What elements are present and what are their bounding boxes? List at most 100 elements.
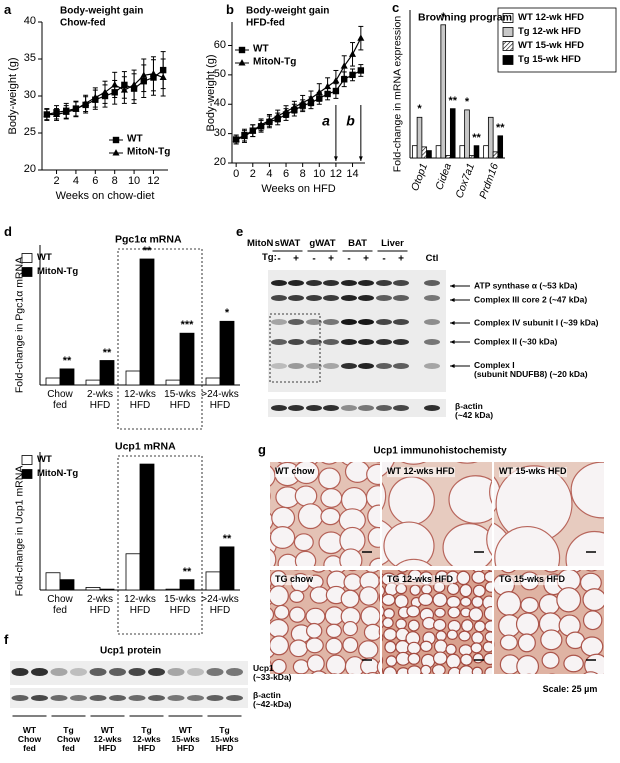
- legend-label: MitoN-Tg: [37, 467, 79, 479]
- adipocyte: [321, 462, 338, 465]
- lane-sign: +: [398, 253, 404, 265]
- adipocyte: [292, 659, 310, 674]
- bar: [59, 368, 75, 386]
- significance: ***: [180, 319, 194, 332]
- histology-tile: [382, 410, 553, 566]
- y-tick-label: 40: [23, 15, 36, 28]
- adipocyte: [471, 631, 484, 645]
- x-tick-label: 4: [266, 168, 273, 181]
- adipocyte: [270, 526, 296, 549]
- marker: [82, 99, 90, 106]
- y-tick-label: 20: [23, 163, 36, 176]
- adipocyte: [366, 671, 379, 674]
- lane-label: Tg 15-wks HFD: [210, 725, 239, 754]
- adipocyte: [459, 583, 473, 598]
- significance: **: [142, 245, 152, 258]
- x-tick-label: 10: [313, 168, 326, 181]
- band: [11, 695, 29, 701]
- tissue-label: BAT: [348, 237, 367, 249]
- histology-title: Ucp1 immunohistochemisty: [373, 445, 507, 457]
- adipocyte: [293, 533, 314, 552]
- adipocyte: [434, 607, 446, 618]
- marker: [299, 98, 307, 106]
- bar: [165, 379, 181, 386]
- adipocyte: [330, 673, 338, 674]
- adipocyte: [419, 640, 433, 653]
- adipocyte: [607, 594, 620, 612]
- band: [31, 668, 48, 676]
- significance: **: [495, 121, 505, 134]
- x-tick-label: 6: [92, 175, 99, 188]
- adipocyte: [294, 550, 317, 566]
- y-tick-label: 30: [213, 126, 226, 139]
- adipocyte: [461, 619, 474, 633]
- adipocyte: [420, 664, 432, 674]
- bar: [85, 587, 101, 591]
- band: [167, 695, 185, 701]
- bar: [426, 150, 432, 159]
- adipocyte: [340, 589, 360, 609]
- adipocyte: [409, 584, 421, 596]
- adipocyte: [484, 666, 492, 674]
- panel-letter: f: [4, 631, 9, 647]
- adipocyte: [445, 653, 461, 669]
- arrow-head: [450, 298, 455, 302]
- band: [341, 280, 357, 286]
- bar: [165, 588, 181, 591]
- adipocyte: [311, 670, 327, 674]
- y-axis-label: Fold-change in mRNA expression: [391, 15, 404, 173]
- legend-label: MitoN-Tg: [37, 265, 79, 277]
- band: [271, 363, 287, 369]
- adipocyte: [382, 666, 398, 674]
- band: [11, 668, 29, 676]
- x-tick-label: 15-wks HFD: [164, 594, 196, 616]
- marker: [101, 88, 109, 95]
- legend-label: WT: [127, 133, 143, 145]
- adipocyte: [495, 410, 553, 466]
- adipocyte: [270, 577, 272, 589]
- marker: [120, 86, 128, 93]
- significance: **: [102, 346, 112, 359]
- adipocyte: [432, 651, 448, 665]
- lane-header: Tg:: [262, 251, 277, 263]
- panel-letter: a: [4, 1, 12, 17]
- x-tick-label: 2-wks HFD: [86, 594, 114, 616]
- adipocyte: [585, 570, 598, 572]
- marker: [43, 110, 51, 118]
- y-tick-label: 25: [23, 126, 36, 139]
- adipocyte: [342, 620, 359, 637]
- adipocyte: [395, 583, 408, 595]
- adipocyte: [520, 596, 539, 614]
- adipocyte: [382, 656, 384, 665]
- band: [424, 295, 440, 301]
- adipocyte: [470, 642, 483, 654]
- adipocyte: [383, 628, 398, 641]
- x-tick-label: 15-wks HFD: [164, 389, 196, 411]
- lane-sign: -: [312, 253, 316, 265]
- adipocyte: [477, 678, 496, 697]
- x-tick-label: 12-wks HFD: [124, 389, 156, 411]
- band: [288, 363, 304, 369]
- adipocyte: [484, 631, 492, 643]
- adipocyte: [318, 467, 341, 490]
- bar: [125, 370, 141, 386]
- x-tick-label: 10: [127, 175, 141, 188]
- adipocyte: [607, 549, 620, 567]
- legend-label: Tg 12-wk HFD: [518, 25, 581, 37]
- lane-label: WT Chow fed: [17, 725, 42, 754]
- adipocyte: [484, 581, 492, 593]
- adipocyte: [526, 673, 532, 674]
- band: [89, 668, 107, 676]
- adipocyte: [294, 485, 318, 507]
- band: [271, 295, 287, 301]
- adipocyte: [544, 570, 559, 573]
- adipocyte: [541, 651, 560, 669]
- adipocyte: [358, 586, 379, 606]
- y-tick-label: 60: [213, 38, 226, 51]
- x-tick-label: 12: [147, 175, 160, 188]
- y-tick-label: 30: [23, 89, 36, 102]
- adipocyte: [499, 402, 554, 449]
- histology-tile: [270, 462, 380, 566]
